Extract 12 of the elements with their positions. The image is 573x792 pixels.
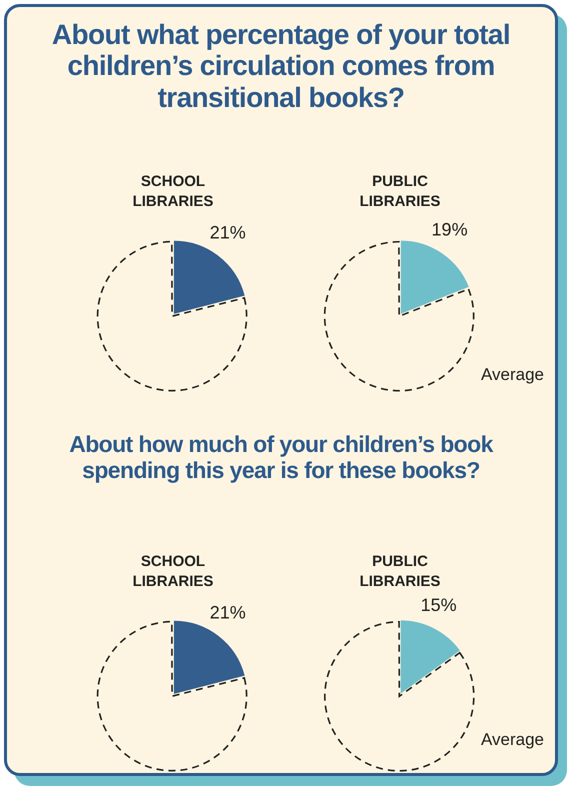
chart-subtitle: SCHOOL LIBRARIES — [132, 172, 214, 212]
text: Average — [481, 365, 544, 385]
text: Average — [481, 730, 544, 750]
chart-subtitle: SCHOOL LIBRARIES — [132, 552, 214, 592]
chart-subtitle: PUBLIC LIBRARIES — [358, 172, 442, 212]
data-label: 21% — [210, 602, 246, 623]
chart-subtitle: PUBLIC LIBRARIES — [358, 552, 442, 592]
chart-title: About how much of your children’s book spending this year is for these books? — [68, 431, 494, 484]
data-label: 21% — [210, 222, 246, 243]
data-label: 19% — [432, 220, 468, 240]
data-label: 15% — [420, 594, 457, 615]
chart-title: About what percentage of your total children’s circulation comes from transitional books? — [51, 19, 511, 114]
